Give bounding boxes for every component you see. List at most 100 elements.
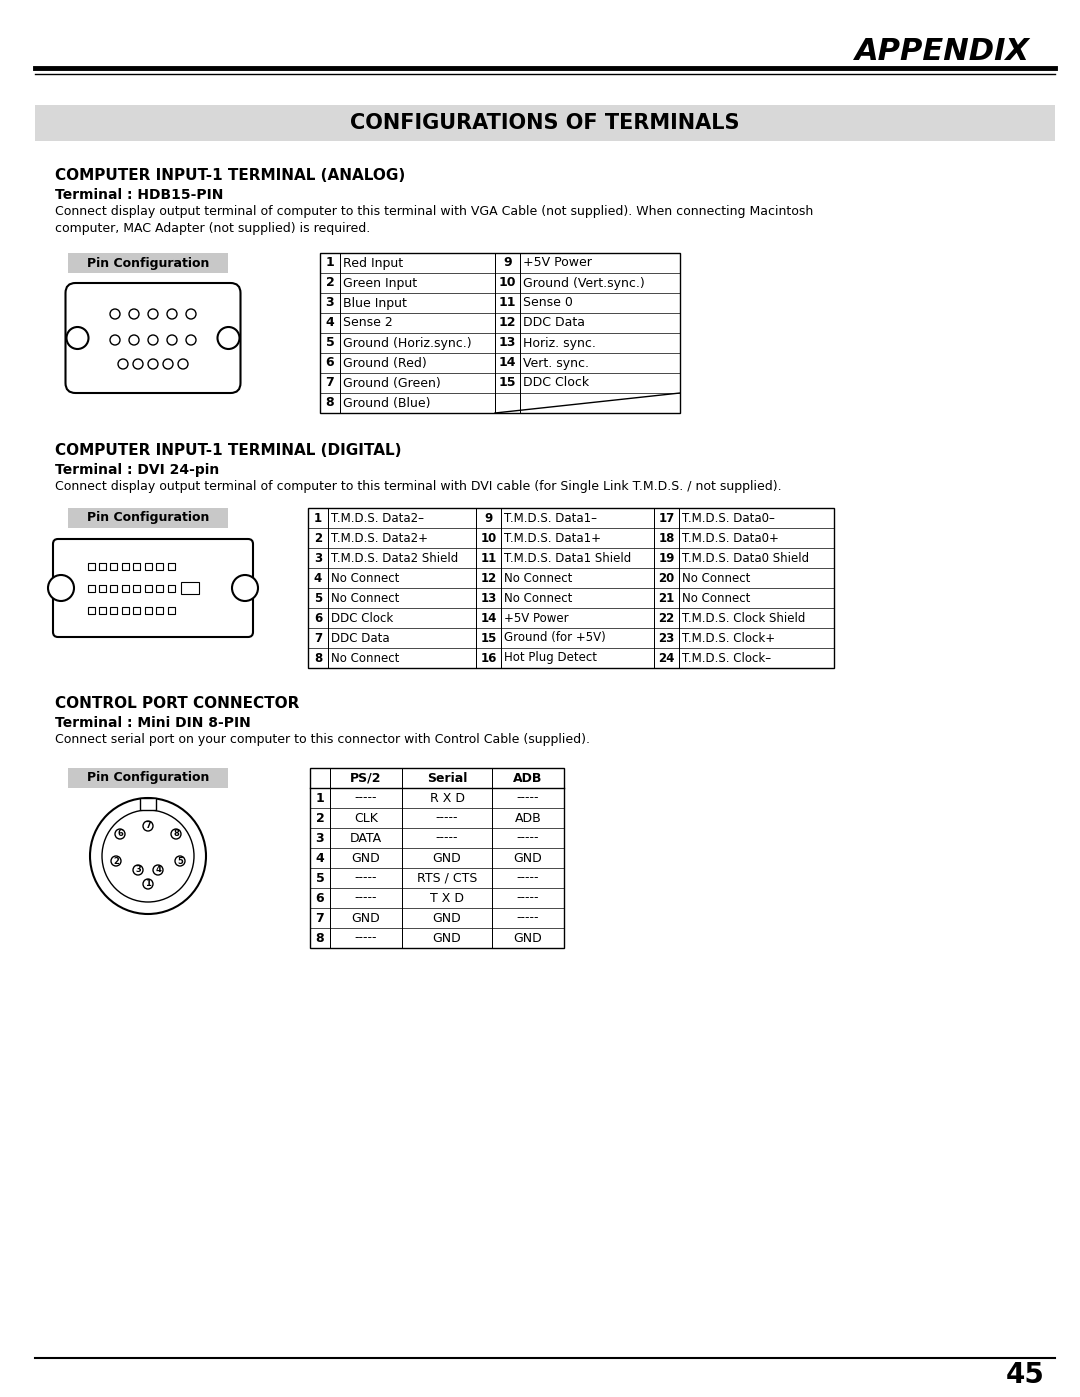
- Circle shape: [186, 335, 195, 345]
- Text: DDC Data: DDC Data: [523, 317, 585, 330]
- Text: CONTROL PORT CONNECTOR: CONTROL PORT CONNECTOR: [55, 696, 299, 711]
- Circle shape: [111, 856, 121, 866]
- Text: Blue Input: Blue Input: [343, 296, 407, 310]
- Text: 6: 6: [326, 356, 335, 369]
- Text: No Connect: No Connect: [330, 651, 400, 665]
- Bar: [167, 606, 175, 613]
- Text: -----: -----: [354, 792, 377, 805]
- Text: +5V Power: +5V Power: [523, 257, 592, 270]
- Text: 12: 12: [481, 571, 497, 584]
- Bar: [145, 563, 151, 570]
- Text: Ground (for +5V): Ground (for +5V): [504, 631, 606, 644]
- Text: Terminal : DVI 24-pin: Terminal : DVI 24-pin: [55, 462, 219, 476]
- Circle shape: [129, 335, 139, 345]
- Text: 13: 13: [481, 591, 497, 605]
- Text: -----: -----: [354, 932, 377, 944]
- Text: T.M.D.S. Data1–: T.M.D.S. Data1–: [504, 511, 597, 524]
- Text: Ground (Blue): Ground (Blue): [343, 397, 431, 409]
- Text: 3: 3: [326, 296, 335, 310]
- Bar: [110, 584, 118, 591]
- Text: 7: 7: [326, 377, 335, 390]
- Text: 8: 8: [326, 397, 335, 409]
- Text: T.M.D.S. Data2+: T.M.D.S. Data2+: [330, 531, 428, 545]
- Text: 9: 9: [484, 511, 492, 524]
- Bar: [145, 606, 151, 613]
- Text: Connect display output terminal of computer to this terminal with VGA Cable (not: Connect display output terminal of compu…: [55, 205, 813, 235]
- Text: 15: 15: [499, 377, 516, 390]
- Bar: [110, 606, 118, 613]
- Text: 24: 24: [659, 651, 675, 665]
- Text: CLK: CLK: [354, 812, 378, 824]
- Text: 6: 6: [314, 612, 322, 624]
- Text: 19: 19: [659, 552, 675, 564]
- Text: +5V Power: +5V Power: [504, 612, 569, 624]
- Text: No Connect: No Connect: [504, 591, 572, 605]
- Circle shape: [175, 856, 185, 866]
- Bar: [122, 606, 129, 613]
- Text: Ground (Red): Ground (Red): [343, 356, 427, 369]
- Circle shape: [114, 828, 125, 840]
- Text: Ground (Horiz.sync.): Ground (Horiz.sync.): [343, 337, 472, 349]
- Text: PS/2: PS/2: [350, 771, 381, 785]
- Text: 1: 1: [315, 792, 324, 805]
- Text: 2: 2: [314, 531, 322, 545]
- Text: RTS / CTS: RTS / CTS: [417, 872, 477, 884]
- Circle shape: [143, 879, 153, 888]
- Circle shape: [167, 309, 177, 319]
- Text: T.M.D.S. Data1 Shield: T.M.D.S. Data1 Shield: [504, 552, 631, 564]
- Bar: [99, 584, 106, 591]
- Text: -----: -----: [435, 812, 458, 824]
- Text: GND: GND: [433, 911, 461, 925]
- Text: 8: 8: [314, 651, 322, 665]
- Circle shape: [143, 821, 153, 831]
- Text: T.M.D.S. Clock–: T.M.D.S. Clock–: [681, 651, 771, 665]
- FancyBboxPatch shape: [53, 539, 253, 637]
- Text: GND: GND: [433, 852, 461, 865]
- Bar: [68, 253, 228, 272]
- Text: No Connect: No Connect: [330, 591, 400, 605]
- Text: COMPUTER INPUT-1 TERMINAL (DIGITAL): COMPUTER INPUT-1 TERMINAL (DIGITAL): [55, 443, 402, 458]
- Text: No Connect: No Connect: [681, 591, 751, 605]
- Text: 11: 11: [481, 552, 497, 564]
- Text: 3: 3: [135, 866, 140, 875]
- Text: -----: -----: [354, 872, 377, 884]
- Text: Vert. sync.: Vert. sync.: [523, 356, 589, 369]
- Text: No Connect: No Connect: [330, 571, 400, 584]
- Text: T X D: T X D: [430, 891, 464, 904]
- Text: 45: 45: [1007, 1361, 1045, 1389]
- Bar: [87, 584, 95, 591]
- Text: 20: 20: [659, 571, 675, 584]
- Text: 14: 14: [481, 612, 497, 624]
- Text: ADB: ADB: [513, 771, 542, 785]
- Circle shape: [118, 359, 129, 369]
- Text: GND: GND: [352, 852, 380, 865]
- Circle shape: [178, 359, 188, 369]
- Bar: [157, 606, 163, 613]
- Text: -----: -----: [516, 792, 539, 805]
- Text: No Connect: No Connect: [504, 571, 572, 584]
- Circle shape: [133, 359, 143, 369]
- Text: CONFIGURATIONS OF TERMINALS: CONFIGURATIONS OF TERMINALS: [350, 113, 740, 133]
- Text: Red Input: Red Input: [343, 257, 403, 270]
- Text: 5: 5: [326, 337, 335, 349]
- Bar: [110, 563, 118, 570]
- Bar: [310, 768, 564, 949]
- Text: T.M.D.S. Clock+: T.M.D.S. Clock+: [681, 631, 775, 644]
- Circle shape: [167, 335, 177, 345]
- Circle shape: [102, 810, 194, 902]
- Bar: [35, 105, 1055, 141]
- Text: COMPUTER INPUT-1 TERMINAL (ANALOG): COMPUTER INPUT-1 TERMINAL (ANALOG): [55, 168, 405, 183]
- Circle shape: [171, 828, 181, 840]
- Text: T.M.D.S. Data0 Shield: T.M.D.S. Data0 Shield: [681, 552, 809, 564]
- Text: DATA: DATA: [350, 831, 382, 845]
- Circle shape: [186, 309, 195, 319]
- Text: 12: 12: [499, 317, 516, 330]
- Circle shape: [163, 359, 173, 369]
- Text: -----: -----: [354, 891, 377, 904]
- Text: 16: 16: [481, 651, 497, 665]
- Circle shape: [129, 309, 139, 319]
- Bar: [167, 584, 175, 591]
- Text: 7: 7: [315, 911, 324, 925]
- Circle shape: [153, 865, 163, 875]
- Text: 13: 13: [499, 337, 516, 349]
